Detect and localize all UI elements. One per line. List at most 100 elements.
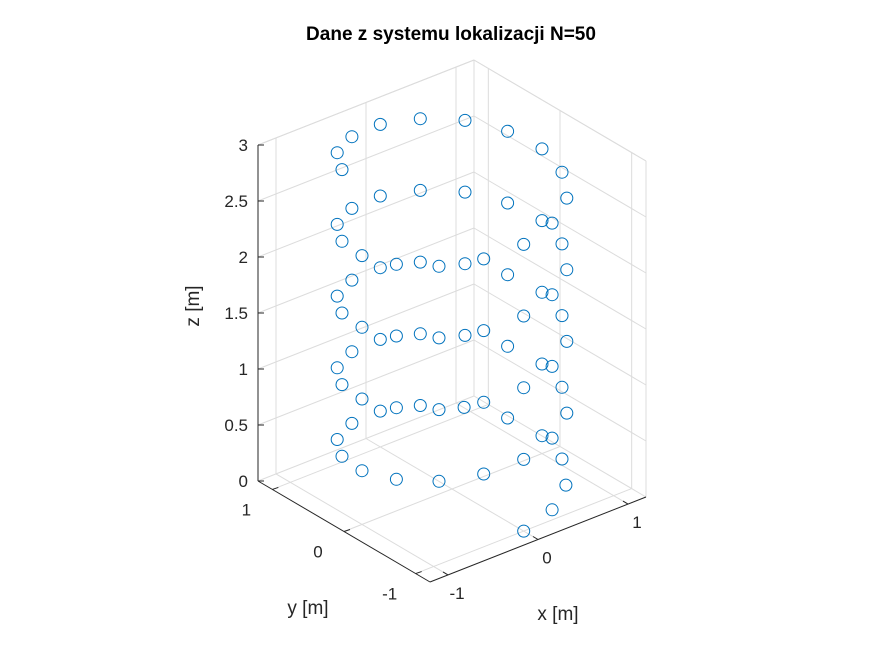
data-point <box>389 472 403 486</box>
data-point <box>555 309 569 323</box>
data-point <box>535 429 549 443</box>
data-point <box>345 201 359 215</box>
data-point <box>545 216 559 230</box>
y-tick-label: 0 <box>313 543 322 562</box>
data-point <box>517 309 531 323</box>
data-point <box>335 306 349 320</box>
grid-line-y <box>415 488 632 575</box>
y-tick-mark <box>343 529 351 532</box>
data-point <box>458 257 472 271</box>
z-tick-label: 3 <box>239 136 248 155</box>
data-point <box>545 431 559 445</box>
x-tick-label: -1 <box>449 584 464 603</box>
data-point <box>458 185 472 199</box>
data-point <box>477 395 491 409</box>
data-point <box>413 399 427 412</box>
z-tick-label: 0.5 <box>224 416 248 435</box>
data-point <box>501 339 515 353</box>
data-point <box>555 380 569 394</box>
data-point <box>335 378 349 392</box>
data-point <box>345 416 359 430</box>
z-tick-label: 1.5 <box>224 304 248 323</box>
data-point <box>535 285 549 299</box>
data-point <box>355 392 369 406</box>
data-point <box>545 359 559 373</box>
x-tick-mark <box>622 500 629 505</box>
x-tick-label: 0 <box>542 549 551 568</box>
data-point <box>389 329 403 343</box>
data-point <box>355 320 369 334</box>
grid-line-y <box>272 403 489 490</box>
data-point <box>330 289 344 303</box>
x-tick-label: 1 <box>632 513 641 532</box>
data-point <box>335 163 349 177</box>
z-tick-label: 2.5 <box>224 192 248 211</box>
z-tick-label: 0 <box>239 472 248 491</box>
data-point <box>535 142 549 156</box>
data-point <box>560 191 574 205</box>
data-point <box>517 452 531 466</box>
data-point <box>535 214 549 228</box>
data-point <box>373 117 387 131</box>
data-point <box>432 474 446 488</box>
data-point <box>458 113 472 127</box>
data-point <box>355 249 369 263</box>
data-point <box>501 411 515 425</box>
z-axis-label: z [m] <box>183 285 204 326</box>
data-point <box>389 257 403 271</box>
data-point <box>501 196 515 210</box>
data-point <box>477 252 491 266</box>
data-point <box>560 263 574 277</box>
data-point <box>345 130 359 144</box>
z-axis-ticks: 0 0.5 1 1.5 2 2.5 3 <box>224 136 264 491</box>
grid-line-y <box>343 446 561 532</box>
y-tick-mark <box>272 486 279 490</box>
data-point <box>432 331 446 345</box>
x-tick-mark <box>442 571 449 576</box>
axes <box>257 145 647 583</box>
y-axis-label: y [m] <box>287 598 328 619</box>
chart-title: Dane z systemu lokalizacji N=50 <box>306 24 596 45</box>
data-point <box>545 503 559 517</box>
data-point <box>413 255 427 269</box>
data-point <box>413 112 427 126</box>
data-point <box>413 327 427 341</box>
y-tick-label: 1 <box>242 500 251 519</box>
data-point <box>345 273 359 287</box>
box-edge <box>257 59 475 146</box>
data-point <box>389 401 403 415</box>
data-point <box>458 328 472 342</box>
data-point <box>330 361 344 375</box>
z-tick-label: 2 <box>239 248 248 267</box>
data-point <box>501 124 515 138</box>
data-point <box>477 467 491 481</box>
data-point <box>555 452 569 466</box>
data-point <box>560 334 574 348</box>
data-point <box>559 478 573 492</box>
data-point <box>517 237 531 251</box>
data-point <box>545 288 559 302</box>
data-point <box>335 234 349 248</box>
data-point <box>555 237 569 251</box>
y-tick-label: -1 <box>382 585 397 604</box>
data-point <box>330 146 344 160</box>
y-tick-mark <box>415 571 422 575</box>
data-point <box>345 345 359 359</box>
data-point <box>373 404 387 418</box>
data-point <box>330 217 344 231</box>
x-axis-label: x [m] <box>537 604 578 625</box>
data-point <box>535 357 549 371</box>
data-point <box>413 183 427 197</box>
y-axis-ticks: -1 0 1 <box>242 486 422 604</box>
data-markers <box>330 112 574 538</box>
data-point <box>432 259 446 273</box>
data-point <box>517 524 531 538</box>
data-point <box>477 324 491 338</box>
x-axis-ticks: -1 0 1 <box>442 500 642 603</box>
data-point <box>457 400 471 414</box>
data-point <box>432 403 446 417</box>
data-point <box>355 464 369 478</box>
box-edge <box>473 59 647 162</box>
data-point <box>335 449 349 463</box>
